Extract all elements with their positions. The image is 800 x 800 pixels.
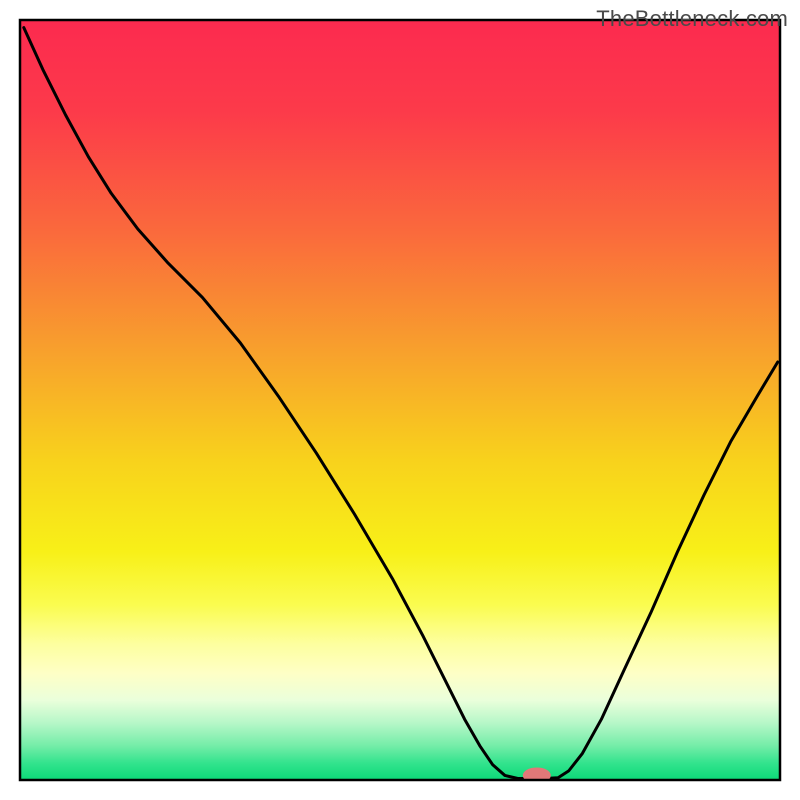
watermark-text: TheBottleneck.com	[596, 6, 788, 32]
chart-container: TheBottleneck.com	[0, 0, 800, 800]
plot-background	[20, 20, 780, 780]
bottleneck-chart	[0, 0, 800, 800]
